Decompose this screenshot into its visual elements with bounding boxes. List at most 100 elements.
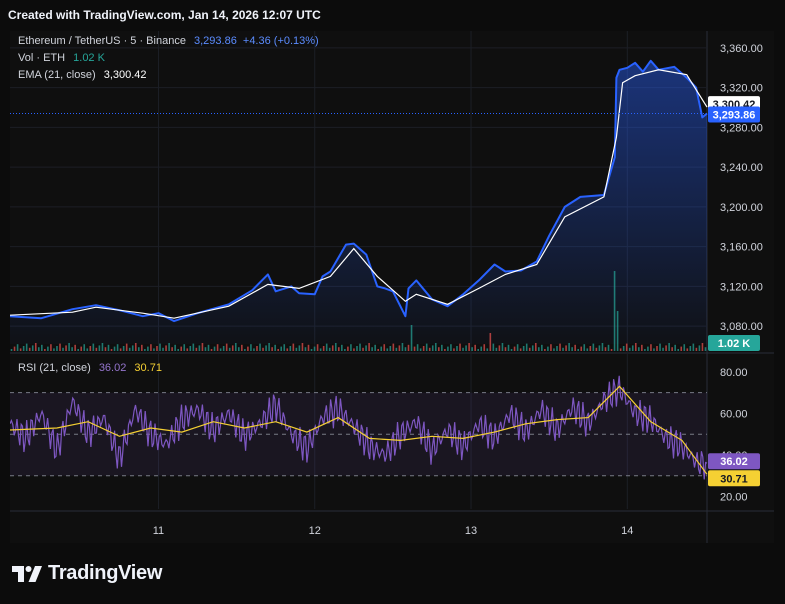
volume-bar (659, 343, 661, 351)
volume-bar (404, 347, 407, 351)
rsi-tick-label: 60.00 (720, 408, 748, 420)
volume-bar (98, 345, 101, 351)
volume-bar (250, 344, 252, 351)
rsi-badge: 36.02 (720, 456, 748, 468)
volume-bar (550, 344, 552, 351)
volume-bar (480, 346, 483, 351)
volume-bar (216, 344, 219, 351)
volume-bar (450, 344, 452, 351)
volume-bar (180, 346, 183, 351)
rsi-legend: RSI (21, close) 36.02 30.71 (18, 362, 162, 374)
volume-bar (671, 347, 673, 351)
volume-label: Vol · ETH (18, 52, 66, 64)
price-tick-label: 3,320.00 (720, 83, 763, 95)
volume-bar (241, 344, 243, 351)
volume-bar (41, 344, 43, 351)
volume-bar (37, 347, 40, 351)
price-tick-label: 3,080.00 (720, 321, 763, 333)
volume-bar (668, 343, 670, 351)
volume-bar (528, 347, 531, 351)
volume-bar (313, 346, 316, 351)
volume-bar (486, 348, 489, 351)
volume-bar (274, 344, 276, 351)
price-badge-bg (708, 106, 760, 123)
volume-bar (465, 345, 467, 351)
chart-panel[interactable]: 3,080.00 3,120.00 3,160.00 3,200.00 3,240.00… (10, 31, 774, 543)
volume-bar (641, 344, 643, 351)
volume-bar (101, 343, 104, 351)
volume-bar (380, 346, 383, 351)
volume-bar (83, 344, 86, 351)
symbol-change: +4.36 (+0.13%) (242, 35, 319, 47)
volume-bar (110, 349, 113, 351)
volume-bar (292, 343, 295, 351)
volume-bar (71, 347, 73, 351)
volume-bar (474, 344, 476, 351)
volume-bar (53, 348, 55, 351)
volume-bar (483, 344, 486, 351)
volume-bar (622, 346, 625, 351)
volume-bar (22, 346, 25, 351)
volume-bar (277, 349, 279, 351)
price-tick-label: 3,120.00 (720, 281, 763, 293)
volume-bar (25, 343, 28, 351)
volume-bar (219, 348, 222, 351)
volume-bar (201, 343, 204, 351)
volume-bar (56, 346, 58, 351)
volume-bar (210, 349, 213, 351)
volume-bar (47, 346, 49, 351)
volume-bar (271, 347, 273, 351)
volume-bar (128, 347, 131, 351)
volume-value: 1.02 K (73, 52, 105, 64)
volume-bar (647, 346, 649, 351)
volume-bar (65, 345, 67, 351)
volume-bar (407, 344, 410, 351)
volume-bar (268, 343, 270, 351)
price-tick-label: 3,280.00 (720, 122, 763, 134)
volume-bar (134, 343, 137, 351)
volume-bar (607, 344, 610, 351)
volume-bar (516, 344, 519, 351)
volume-bar (307, 344, 310, 351)
rsi-tick-label: 20.00 (720, 492, 748, 504)
volume-bar (310, 349, 313, 351)
volume-bar (244, 349, 246, 351)
volume-bar (619, 348, 622, 351)
volume-bar (28, 347, 31, 351)
volume-bar (492, 343, 495, 351)
rsi-badge-bg (708, 453, 760, 470)
volume-bar (365, 345, 367, 351)
volume-bar (634, 343, 637, 351)
volume-bar (177, 349, 179, 351)
volume-bar (541, 344, 543, 351)
volume-bar (204, 347, 207, 351)
volume-bar (374, 344, 376, 351)
volume-bar (50, 344, 52, 351)
symbol-price: 3,293.86 (194, 35, 237, 47)
volume-bar (353, 348, 355, 351)
tradingview-logo-text: TradingView (48, 562, 163, 584)
volume-bar (356, 346, 358, 351)
symbol-legend: Ethereum / TetherUS · 5 · Binance 3,293.… (18, 35, 319, 47)
volume-bar (350, 344, 352, 351)
volume-bar (231, 345, 234, 351)
volume-bar (468, 343, 470, 351)
volume-bar (377, 349, 379, 351)
volume-bar (683, 344, 686, 351)
volume-bar (544, 349, 546, 351)
volume-bar (656, 346, 658, 351)
volume-bar (156, 346, 158, 351)
volume-bar (162, 347, 164, 351)
volume-bar (441, 344, 443, 351)
ema-value: 3,300.42 (103, 69, 147, 81)
volume-legend: Vol · ETH 1.02 K (18, 52, 105, 64)
volume-bar (495, 347, 498, 351)
volume-bar (368, 343, 370, 351)
price-area (10, 60, 707, 345)
volume-bar (207, 344, 210, 351)
chart-canvas[interactable]: 3,080.00 3,120.00 3,160.00 3,200.00 3,240.00… (10, 31, 774, 543)
volume-bar (553, 348, 555, 351)
rsi-value: 36.02 (98, 362, 127, 374)
volume-bar (247, 346, 249, 351)
volume-bar (74, 344, 76, 351)
